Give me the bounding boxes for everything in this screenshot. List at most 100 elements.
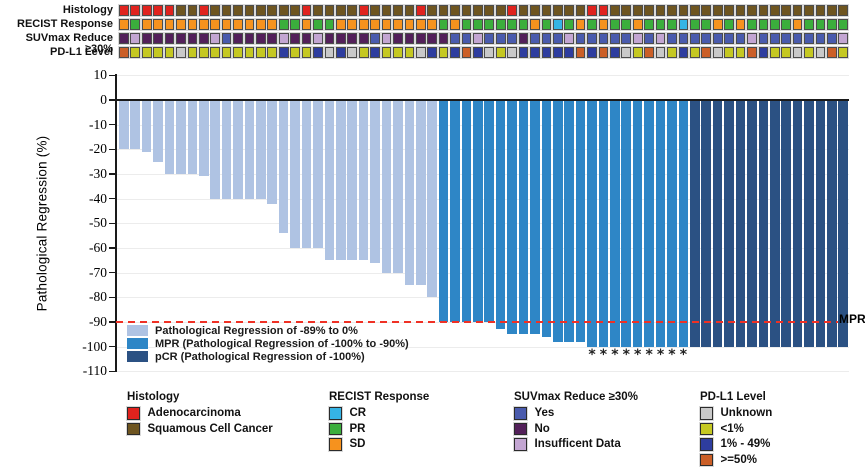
- bar: [450, 100, 460, 322]
- annotation-cell: [393, 47, 403, 58]
- bar: [347, 100, 357, 261]
- annotation-cell: [210, 47, 221, 58]
- annotation-cell: [530, 33, 540, 44]
- annotation-cell: [153, 5, 163, 16]
- legend-item: >=50%: [700, 453, 772, 466]
- annotation-cell: [210, 5, 221, 16]
- bar: [701, 100, 711, 347]
- annotation-cell: [427, 19, 438, 30]
- annotation-cell: [370, 33, 380, 44]
- annotation-cell: [495, 19, 506, 30]
- annotation-cell: [301, 19, 312, 30]
- annotation-cell: [267, 5, 278, 16]
- annotation-cell: [335, 33, 346, 44]
- annotation-cell: [176, 5, 186, 16]
- annotation-cell: [393, 19, 403, 30]
- annotation-cell: [473, 5, 483, 16]
- annotation-cell: [724, 5, 734, 16]
- annotation-cell: [141, 33, 152, 44]
- bar: [313, 100, 323, 248]
- bar: [278, 100, 289, 234]
- annotation-cell: [621, 47, 632, 58]
- y-tick-mark: [109, 173, 116, 175]
- annotation-cell: [827, 47, 837, 58]
- bar: [712, 100, 723, 347]
- annotation-cell: [267, 19, 278, 30]
- legend-swatch-partial: [127, 325, 148, 336]
- annotation-cell: [221, 47, 232, 58]
- annotation-cell: [781, 47, 792, 58]
- y-tick-label: -80: [89, 289, 107, 305]
- y-tick-label: -60: [89, 240, 107, 255]
- y-tick-label: -100: [82, 338, 107, 354]
- annotation-cell: [404, 19, 415, 30]
- annotation-cell: [667, 47, 677, 58]
- y-tick-mark: [109, 321, 116, 323]
- annotation-cell: [404, 5, 415, 16]
- bar: [119, 100, 129, 150]
- annotation-cell: [427, 33, 438, 44]
- annotation-cell: [461, 47, 472, 58]
- asterisk: *: [656, 347, 665, 363]
- annotation-cell: [313, 33, 323, 44]
- annotation-cell: [690, 47, 700, 58]
- annotation-cell: [587, 47, 597, 58]
- annotation-cell: [598, 19, 609, 30]
- bar: [781, 100, 791, 347]
- bar: [484, 100, 495, 322]
- annotation-cell: [644, 47, 654, 58]
- y-tick-mark: [109, 197, 116, 200]
- annotation-cell: [827, 19, 837, 30]
- annotation-cell: [552, 47, 563, 58]
- annotation-cell: [804, 33, 814, 44]
- y-tick-label: -30: [89, 166, 107, 181]
- annotation-cell: [450, 19, 460, 30]
- legend-item-swatch: [700, 453, 713, 466]
- annotation-cell: [735, 19, 746, 30]
- asterisk: *: [622, 347, 630, 363]
- annotation-cell: [655, 47, 666, 58]
- bar: [187, 100, 198, 174]
- annotation-cell: [678, 47, 689, 58]
- annotation-cell: [712, 47, 723, 58]
- annotation-cell: [484, 47, 495, 58]
- bar: [804, 100, 814, 347]
- annotation-cell: [644, 19, 654, 30]
- annotation-cell: [735, 33, 746, 44]
- annotation-cell: [735, 5, 746, 16]
- annotation-cell: [153, 19, 163, 30]
- legend-items-histology: Adenocarcinoma Squamous Cell Cancer: [127, 407, 273, 435]
- annotation-cell: [393, 33, 403, 44]
- legend-label-pcr: pCR (Pathological Regression of -100%): [155, 350, 365, 363]
- legend-item-label: CR: [349, 407, 367, 420]
- y-tick-label: -70: [89, 264, 107, 280]
- legend-item-swatch: [329, 438, 342, 451]
- annotation-cell: [130, 47, 141, 58]
- annotation-cell: [804, 19, 814, 30]
- bar: [164, 100, 175, 174]
- annotation-cell: [153, 47, 163, 58]
- annotation-cell: [564, 5, 575, 16]
- bar: [667, 100, 677, 347]
- annotation-cell: [415, 47, 426, 58]
- annotation-cell: [301, 5, 312, 16]
- annotation-cell: [244, 19, 255, 30]
- y-tick-mark: [109, 99, 116, 101]
- annotation-cell: [564, 19, 575, 30]
- annotation-cell: [747, 47, 757, 58]
- annotation-cell: [267, 33, 278, 44]
- asterisk: *: [634, 347, 642, 363]
- legend-swatch-pcr: [127, 351, 148, 362]
- legend-item-label: 1% - 49%: [720, 438, 771, 451]
- track-label-histology: Histology: [62, 4, 113, 16]
- annotation-cell: [667, 5, 677, 16]
- legend-swatch-mpr: [127, 338, 148, 349]
- annotation-cell: [381, 33, 392, 44]
- annotation-cell: [256, 47, 266, 58]
- annotation-cell: [427, 5, 438, 16]
- annotation-cell: [473, 19, 483, 30]
- annotation-cell: [575, 33, 586, 44]
- annotation-cell: [769, 5, 780, 16]
- annotation-cell: [450, 47, 460, 58]
- bar: [552, 100, 563, 342]
